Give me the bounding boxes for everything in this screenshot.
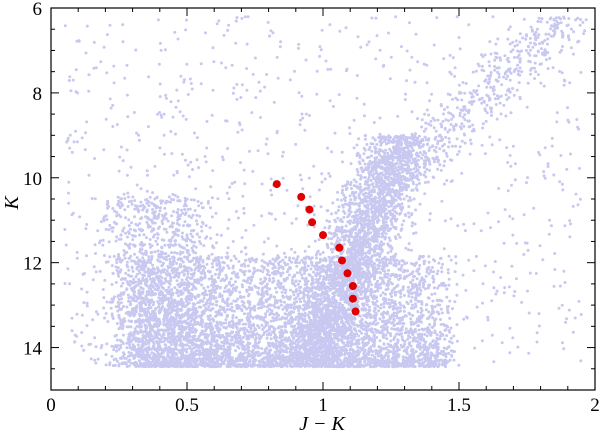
y-tick-labels: 6 8 10 12 14 <box>23 0 43 360</box>
highlight-point-1 <box>272 180 281 189</box>
y-tick-label: 8 <box>33 84 43 105</box>
x-tick-label: 0 <box>46 395 56 416</box>
y-tick-label: 12 <box>23 254 42 275</box>
x-tick-label: 2 <box>590 395 600 416</box>
x-tick-label: 0.5 <box>175 395 199 416</box>
x-tick-label: 1.5 <box>447 395 471 416</box>
x-tick-label: 1 <box>318 395 328 416</box>
x-tick-labels: 0 0.5 1 1.5 2 <box>46 395 600 416</box>
y-tick-label: 6 <box>33 0 43 20</box>
highlighted-star-points <box>272 180 360 316</box>
highlight-point-11 <box>351 307 360 316</box>
highlight-point-6 <box>335 243 344 252</box>
x-axis-label: J − K <box>299 413 346 434</box>
highlight-point-4 <box>308 218 317 227</box>
highlight-point-8 <box>343 269 352 278</box>
highlight-point-7 <box>338 256 346 265</box>
highlight-point-5 <box>319 231 327 240</box>
highlight-point-3 <box>305 205 314 214</box>
y-axis-label: K <box>1 195 23 211</box>
highlight-point-10 <box>348 294 357 303</box>
highlight-point-2 <box>297 192 306 201</box>
axis-ticks <box>50 7 596 391</box>
highlight-point-9 <box>348 282 357 290</box>
field-star-points <box>63 15 588 369</box>
y-tick-label: 14 <box>23 339 43 360</box>
y-tick-label: 10 <box>23 169 42 190</box>
